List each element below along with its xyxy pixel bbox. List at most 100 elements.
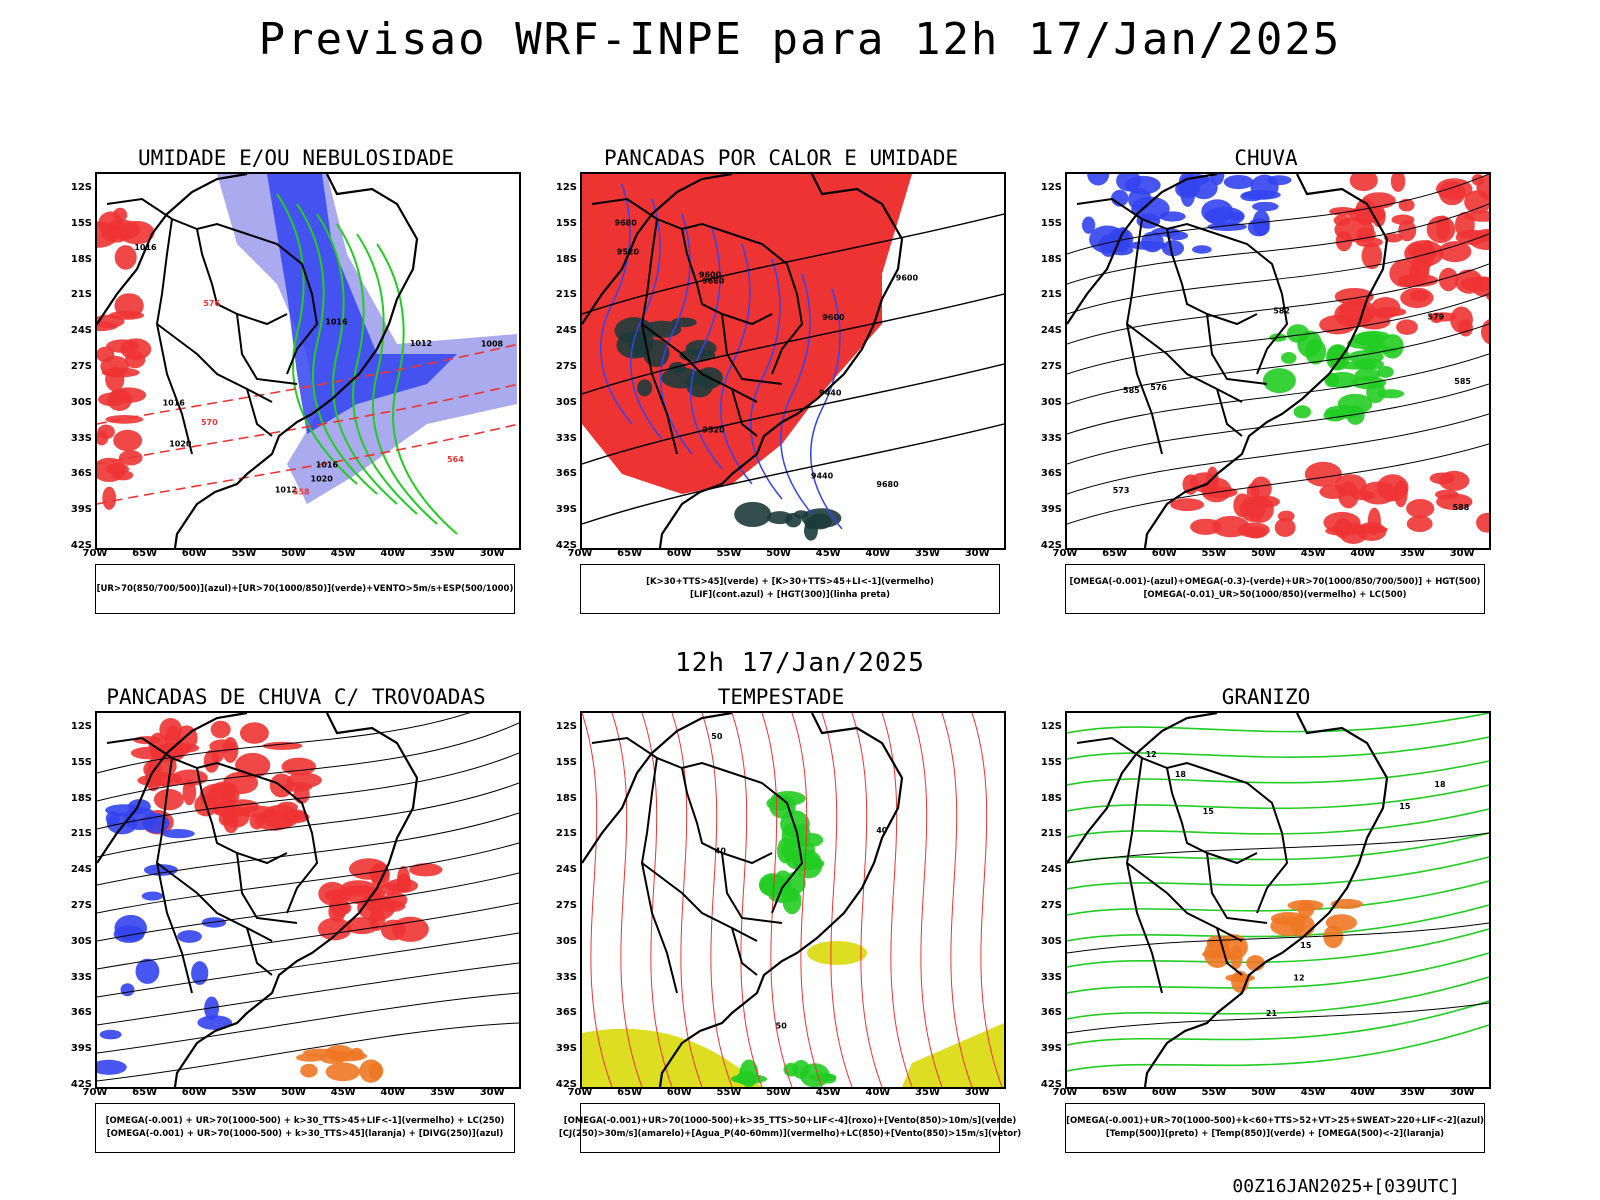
temperature-contour <box>1067 1024 1489 1072</box>
country-border <box>1126 862 1243 942</box>
country-border <box>155 218 193 455</box>
omega-area <box>1287 899 1324 911</box>
thunderstorm-area <box>239 722 269 744</box>
rain-area <box>1455 269 1483 294</box>
map-area: 40 50 40 50 <box>580 711 1006 1089</box>
longitude-label: 40W <box>865 548 891 559</box>
rain-area <box>1334 474 1367 497</box>
country-border <box>246 927 273 976</box>
thickness-contour <box>97 423 519 505</box>
rain-area <box>1274 518 1296 537</box>
map-panel: PANCADAS DE CHUVA C/ TROVOADAS 12S 15S 18S 2… <box>56 685 536 1165</box>
latitude-label: 36S <box>555 1007 577 1019</box>
longitude-label: 65W <box>617 548 643 559</box>
temp500-contour <box>1067 1002 1489 1034</box>
coastline <box>582 174 904 548</box>
weather-field <box>97 713 519 1083</box>
divergence-area <box>114 914 148 941</box>
legend-text: [Temp(500)](preto) + [Temp(850)](verde) … <box>1105 1129 1445 1139</box>
coastline <box>97 713 419 1087</box>
strong-omega-area <box>1352 331 1386 346</box>
latitude-label: 24S <box>1040 325 1062 337</box>
contour-label: 9600 <box>822 313 845 322</box>
latitude-label: 12S <box>1040 721 1062 732</box>
strong-omega-area <box>1293 405 1312 419</box>
streamline <box>97 1022 519 1082</box>
height-contour <box>1067 383 1489 465</box>
rain-area <box>1400 287 1434 309</box>
country-border <box>721 313 783 385</box>
rain-area <box>1334 287 1374 306</box>
strong-omega-area <box>1354 368 1381 382</box>
latitude-label: 18S <box>1040 253 1062 265</box>
panel-title: PANCADAS POR CALOR E UMIDADE <box>603 146 958 170</box>
instability-area <box>807 513 832 530</box>
omega-area <box>1251 201 1279 212</box>
longitude-label: 60W <box>666 1087 692 1098</box>
panel-title: UMIDADE E/OU NEBULOSIDADE <box>137 146 455 170</box>
rain-area <box>1391 214 1415 225</box>
latitude-label: 21S <box>555 289 577 301</box>
strong-omega-area <box>1325 371 1359 389</box>
thunderstorm-area <box>182 779 197 806</box>
longitude-label: 55W <box>1201 1087 1227 1098</box>
latitude-label: 21S <box>70 289 92 301</box>
wind-area <box>792 1060 810 1079</box>
red-contour-cluster <box>105 463 130 475</box>
rain-area <box>1361 242 1383 270</box>
latitude-label: 12S <box>555 182 577 193</box>
longitude-label: 65W <box>132 548 158 559</box>
instability-area <box>679 348 716 362</box>
jet-area <box>902 1023 1004 1087</box>
red-contour-cluster <box>114 245 137 270</box>
latitude-label: 30S <box>1040 396 1062 408</box>
longitude-label: 35W <box>1400 1087 1425 1098</box>
streamline <box>911 713 943 1087</box>
longitude-label: 65W <box>132 1087 158 1098</box>
rain-area <box>1237 522 1270 538</box>
height-contour <box>1067 233 1489 315</box>
contour-label: 18 <box>1434 780 1446 789</box>
rain-area <box>1436 493 1473 511</box>
latitude-label: 21S <box>70 828 92 840</box>
longitude-label: 60W <box>1151 548 1177 559</box>
latitude-label: 24S <box>555 325 577 337</box>
longitude-label: 30W <box>1449 548 1475 559</box>
streamline <box>97 872 519 942</box>
streamline <box>671 713 703 1087</box>
latitude-label: 15S <box>555 756 577 768</box>
rain-area <box>1384 233 1403 243</box>
red-contour-cluster <box>113 207 128 222</box>
rain-area <box>1468 229 1489 251</box>
thunderstorm-area <box>281 757 317 776</box>
legend-box: [K>30+TTS>45](verde) + [K>30+TTS>45+LI<-… <box>580 564 1000 614</box>
streamline <box>851 713 883 1087</box>
country-border <box>236 313 298 385</box>
temperature-contour <box>1067 784 1489 812</box>
contour-label: 12 <box>1146 750 1157 759</box>
country-border <box>1166 228 1258 326</box>
instability-area <box>614 317 654 344</box>
temp500-contour <box>1067 922 1489 954</box>
latitude-label: 27S <box>70 361 92 372</box>
legend-text: [OMEGA(-0.001)+UR>70(1000-500)+k>35_TTS>… <box>563 1116 1017 1126</box>
legend-text: [OMEGA(-0.001) + UR>70(1000-500) + k>30_… <box>106 1129 504 1139</box>
orange-area <box>300 1063 318 1078</box>
contour-label: 585 <box>1454 377 1471 386</box>
latitude-label: 36S <box>70 468 92 480</box>
latitude-label: 36S <box>555 468 577 480</box>
contour-label: 582 <box>1273 307 1290 316</box>
coastline <box>97 174 419 548</box>
contour-label: 9440 <box>811 471 834 480</box>
temperature-contour <box>1067 976 1489 1020</box>
latitude-label: 15S <box>1040 756 1062 768</box>
rain-area <box>1476 512 1489 533</box>
instability-area <box>734 501 772 528</box>
latitude-label: 36S <box>70 1007 92 1019</box>
longitude-label: 35W <box>915 1087 940 1098</box>
latitude-label: 18S <box>70 792 92 804</box>
latitude-label: 24S <box>1040 864 1062 876</box>
streamline <box>97 782 519 858</box>
latitude-label: 42S <box>70 540 92 551</box>
omega-area <box>1192 245 1212 254</box>
